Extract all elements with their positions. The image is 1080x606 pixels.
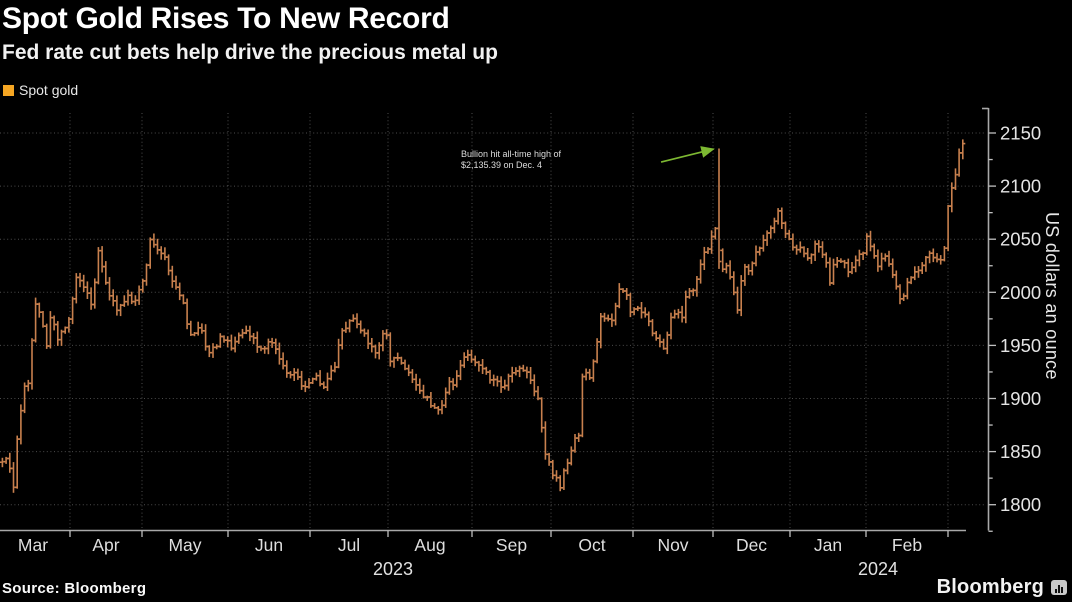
axis-tick-labels: 1800 1850 1900 1950 2000 2050 2100 2150 Mar Apr Ma… [18,123,1041,556]
x-tick-label: Jul [338,535,360,555]
x-tick-label: Jan [814,535,842,555]
bloomberg-wordmark-text: Bloomberg [936,576,1044,598]
year-label-2023: 2023 [372,559,414,579]
record-annotation: Bullion hit all-time high of $2,135.39 o… [461,149,561,171]
x-tick-label: Oct [578,535,605,555]
y-axis-title: US dollars an ounce [1042,212,1062,380]
x-tick-label: Mar [18,535,48,555]
year-label-2024: 2024 [857,559,899,579]
v-gridlines [69,113,949,531]
bloomberg-wordmark: Bloomberg [937,576,1067,599]
x-tick-label: Sep [496,535,527,555]
y-tick-label: 1950 [1000,335,1041,356]
x-tick-label: Aug [414,535,445,555]
legend-label: Spot gold [19,82,79,98]
y-tick-label: 1900 [1000,388,1041,409]
axis-ticks [69,132,996,537]
bloomberg-logo-icon [1051,580,1067,595]
chart-title: Spot Gold Rises To New Record [2,2,450,35]
x-tick-label: May [168,535,201,555]
record-annotation-line1: Bullion hit all-time high of [461,149,562,159]
record-annotation-line2: $2,135.39 on Dec. 4 [461,160,543,170]
y-tick-label: 2000 [1000,282,1041,303]
x-tick-label: Nov [657,535,688,555]
legend-swatch-icon [3,84,14,96]
x-tick-label: Dec [736,535,767,555]
x-tick-label: Feb [892,535,922,555]
y-tick-label: 2050 [1000,229,1041,250]
y-tick-label: 2100 [1000,176,1041,197]
record-high-arrow [660,146,715,163]
y-tick-label: 2150 [1000,123,1041,144]
y-tick-label: 1800 [1000,494,1041,515]
ohlc-bars [0,139,966,493]
chart-subtitle: Fed rate cut bets help drive the preciou… [2,41,498,64]
source-attribution: Source: Bloomberg [2,580,147,597]
legend: Spot gold [3,82,78,98]
x-tick-label: Apr [92,535,119,555]
axis-lines [0,107,990,532]
x-tick-label: Jun [255,535,283,555]
h-gridlines [0,132,985,506]
y-tick-label: 1850 [1000,441,1041,462]
